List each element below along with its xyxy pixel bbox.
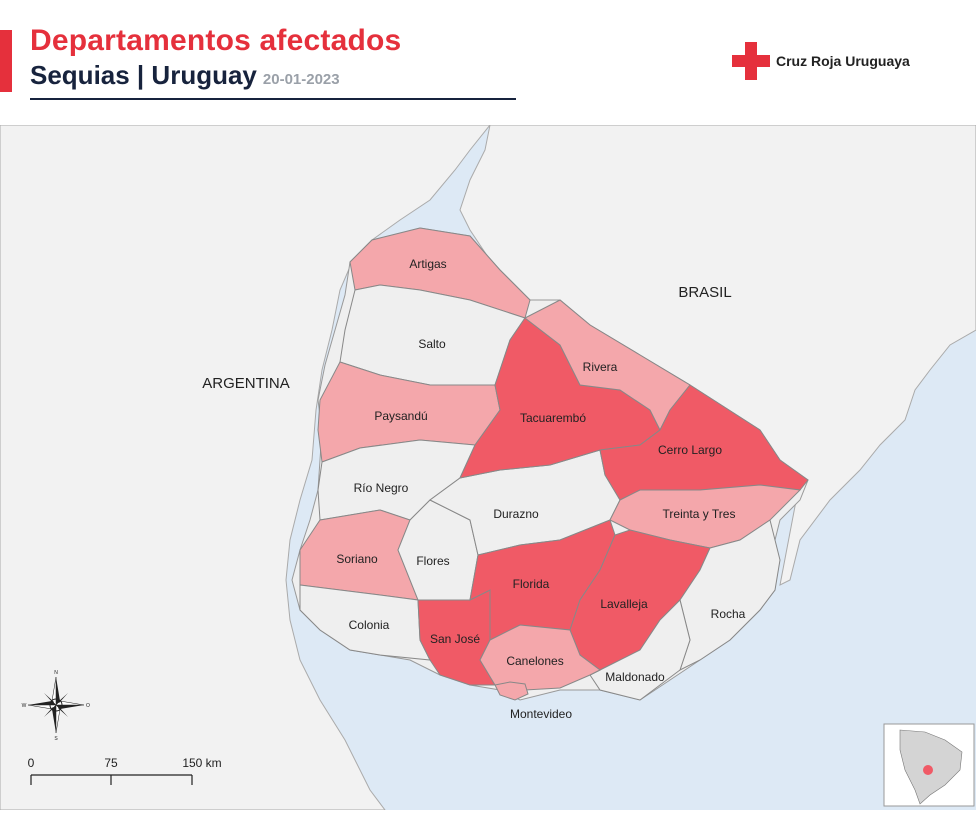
dept-maldonado[interactable] [589, 599, 691, 701]
compass-s: S [54, 736, 58, 742]
scale-bar: 0 75 150 km [28, 756, 222, 785]
label-canelones: Canelones [506, 654, 563, 668]
label-cerro-largo: Cerro Largo [658, 443, 722, 457]
header: Departamentos afectados Sequias | Urugua… [0, 0, 976, 125]
compass-n: N [54, 670, 58, 676]
map: ARGENTINA BRASIL Artigas Salto Paysandú … [0, 124, 976, 811]
subtitle-text: Sequias | Uruguay [30, 60, 257, 90]
page-subtitle: Sequias | Uruguay 20-01-2023 [30, 60, 340, 91]
label-colonia: Colonia [349, 618, 390, 632]
label-florida: Florida [513, 577, 550, 591]
logo-text: Cruz Roja Uruguaya [776, 53, 910, 69]
dept-canelones[interactable] [479, 624, 601, 691]
label-argentina: ARGENTINA [202, 375, 290, 392]
label-maldonado: Maldonado [605, 670, 665, 684]
label-rocha: Rocha [711, 607, 746, 621]
red-cross-icon [732, 42, 770, 80]
scale-tick-150: 150 km [182, 756, 221, 770]
page-title: Departamentos afectados [30, 24, 402, 57]
scale-tick-0: 0 [28, 756, 35, 770]
label-san-jose: San José [430, 632, 480, 646]
label-lavalleja: Lavalleja [600, 597, 648, 611]
label-rivera: Rivera [583, 360, 618, 374]
compass-e: O [86, 703, 90, 709]
label-brasil: BRASIL [678, 284, 731, 301]
label-salto: Salto [418, 337, 446, 351]
label-durazno: Durazno [493, 507, 539, 521]
label-soriano: Soriano [336, 552, 378, 566]
logo: Cruz Roja Uruguaya [732, 42, 910, 80]
compass-rose-icon: N S W O [22, 670, 90, 742]
label-flores: Flores [416, 554, 449, 568]
locator-inset-map [883, 723, 975, 807]
label-artigas: Artigas [409, 257, 446, 271]
label-tacuarembo: Tacuarembó [520, 411, 586, 425]
label-treinta-y-tres: Treinta y Tres [663, 507, 736, 521]
map-canvas: ARGENTINA BRASIL Artigas Salto Paysandú … [0, 124, 976, 811]
dept-montevideo[interactable] [494, 681, 529, 701]
compass-w: W [22, 703, 27, 709]
label-rio-negro: Río Negro [354, 481, 409, 495]
scale-tick-75: 75 [104, 756, 118, 770]
label-montevideo: Montevideo [510, 707, 572, 721]
locator-uruguay-marker [923, 765, 933, 775]
label-paysandu: Paysandú [374, 409, 427, 423]
title-underline [30, 98, 516, 100]
argentina-land [0, 124, 492, 811]
date-label: 20-01-2023 [262, 71, 340, 88]
accent-bar [0, 30, 12, 92]
